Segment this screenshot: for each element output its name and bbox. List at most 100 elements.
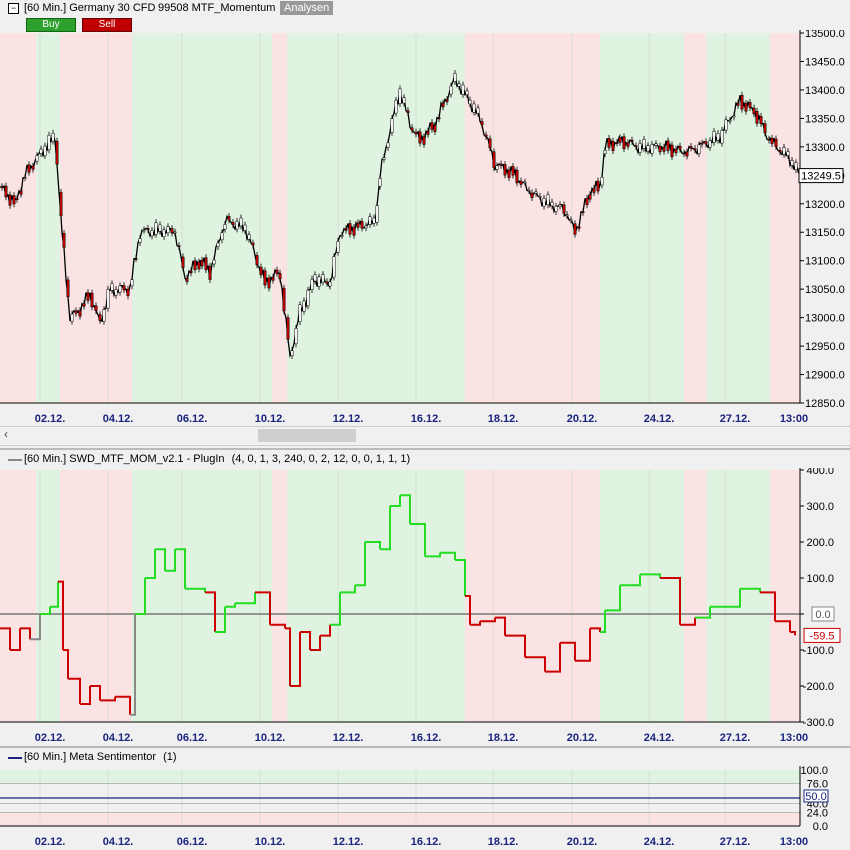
date-label: 13:00 xyxy=(780,413,808,425)
candle-body xyxy=(74,310,78,314)
y-tick-label: 13350.0 xyxy=(805,113,845,125)
candle-body xyxy=(286,317,290,340)
candle-body xyxy=(298,304,302,322)
candle-body xyxy=(592,188,596,193)
candle-body xyxy=(154,222,158,235)
horizontal-scrollbar[interactable]: ‹ xyxy=(0,426,850,446)
indicator-segment xyxy=(130,614,136,716)
zone-bear xyxy=(272,470,287,722)
indicator-params: (4, 0, 1, 3, 240, 0, 2, 12, 0, 0, 1, 1, … xyxy=(231,453,411,465)
candle-body xyxy=(352,227,356,236)
price-y-axis: 13500.013450.013400.013350.013300.013250… xyxy=(799,30,850,426)
candle-body xyxy=(538,196,542,198)
candle-body xyxy=(282,287,286,312)
candle-body xyxy=(394,100,398,114)
indicator-segment xyxy=(600,610,606,633)
indicator-segment xyxy=(440,551,456,560)
candle-body xyxy=(4,185,8,198)
indicator-segment xyxy=(40,606,51,615)
zone-bull xyxy=(287,470,333,722)
indicator-segment xyxy=(465,595,471,625)
date-label: 16.12. xyxy=(411,413,442,425)
candle-body xyxy=(736,102,740,106)
sentiment-title: [60 Min.] Meta Sentimentor (1) xyxy=(24,751,177,763)
y-tick-label: 12950.0 xyxy=(805,341,845,353)
y-tick-label: 300.0 xyxy=(806,501,834,513)
buy-button[interactable]: Buy xyxy=(26,18,76,32)
candle-body xyxy=(562,204,566,214)
scroll-left-icon[interactable]: ‹ xyxy=(4,427,8,441)
candle-body xyxy=(122,285,126,290)
candle-body xyxy=(577,226,581,229)
candle-body xyxy=(290,350,294,356)
indicator-line-icon xyxy=(8,459,22,461)
indicator-segment xyxy=(90,685,101,701)
candle-body xyxy=(243,224,247,231)
candle-body xyxy=(763,123,767,134)
candle-body xyxy=(134,258,138,260)
candle-body xyxy=(126,288,130,297)
candle-body xyxy=(158,224,162,232)
candle-body xyxy=(453,73,457,82)
candle-body xyxy=(364,225,368,229)
sentiment-header: [60 Min.] Meta Sentimentor (1) xyxy=(0,746,850,768)
scrollbar-thumb[interactable] xyxy=(258,429,356,442)
candle-body xyxy=(600,176,604,186)
indicator-segment xyxy=(185,587,206,593)
candle-body xyxy=(430,122,434,130)
candle-body xyxy=(414,131,418,135)
candle-body xyxy=(317,276,321,287)
date-label: 04.12. xyxy=(103,413,134,425)
analysis-button[interactable]: Analysen xyxy=(280,1,334,15)
candle-body xyxy=(271,277,275,281)
sell-button[interactable]: Sell xyxy=(82,18,132,32)
y-axis-bg xyxy=(800,30,850,426)
indicator-segment xyxy=(310,635,321,651)
candle-body xyxy=(693,148,697,151)
candle-body xyxy=(43,145,47,156)
candle-body xyxy=(15,198,19,200)
candle-body xyxy=(480,121,484,126)
y-tick-label: 13150.0 xyxy=(805,227,845,239)
indicator-segment xyxy=(135,578,146,615)
candle-body xyxy=(378,178,382,187)
candle-body xyxy=(302,300,306,312)
candle-body xyxy=(368,216,372,225)
indicator-segment xyxy=(58,580,64,650)
y-tick-label: 76.0 xyxy=(807,778,828,790)
candle-body xyxy=(197,261,201,270)
sentiment-chart[interactable]: 100.076.050.040.024.00.0 02.12.04.12.06.… xyxy=(0,766,850,850)
candle-body xyxy=(138,238,142,243)
price-chart[interactable]: 13500.013450.013400.013350.013300.013250… xyxy=(0,30,850,426)
indicator-chart[interactable]: 400.0 300.0 200.0 100.0 0.0 -100.0 -200.0 -300.… xyxy=(0,468,850,746)
candle-body xyxy=(554,205,558,212)
indicator-header: [60 Min.] SWD_MTF_MOM_v2.1 - PlugIn (4, … xyxy=(0,448,850,470)
candle-body xyxy=(418,131,422,144)
candle-body xyxy=(712,131,716,143)
candle-body xyxy=(360,221,364,229)
y-tick-label: 24.0 xyxy=(807,808,828,820)
candle-body xyxy=(90,292,94,308)
indicator-last-marker: -59.5 xyxy=(803,627,841,643)
indicator-segment xyxy=(100,696,116,702)
zero-value-label: 0.0 xyxy=(815,609,830,621)
candle-body xyxy=(650,144,654,154)
indicator-segment xyxy=(365,541,381,550)
candle-body xyxy=(774,138,778,147)
candle-body xyxy=(724,119,728,131)
candle-body xyxy=(23,177,27,179)
date-label: 06.12. xyxy=(177,732,208,744)
candle-body xyxy=(603,150,607,154)
zone-bear xyxy=(465,33,600,403)
minus-box-icon[interactable]: − xyxy=(8,3,19,14)
candle-body xyxy=(12,195,16,205)
date-label: 02.12. xyxy=(35,413,66,425)
zone-bull xyxy=(706,33,770,403)
candle-body xyxy=(622,136,626,150)
candle-body xyxy=(398,88,402,104)
candle-body xyxy=(630,139,634,142)
candle-body xyxy=(689,146,693,149)
indicator-segment xyxy=(270,623,286,629)
candle-body xyxy=(488,138,492,149)
candle-body xyxy=(177,245,181,247)
